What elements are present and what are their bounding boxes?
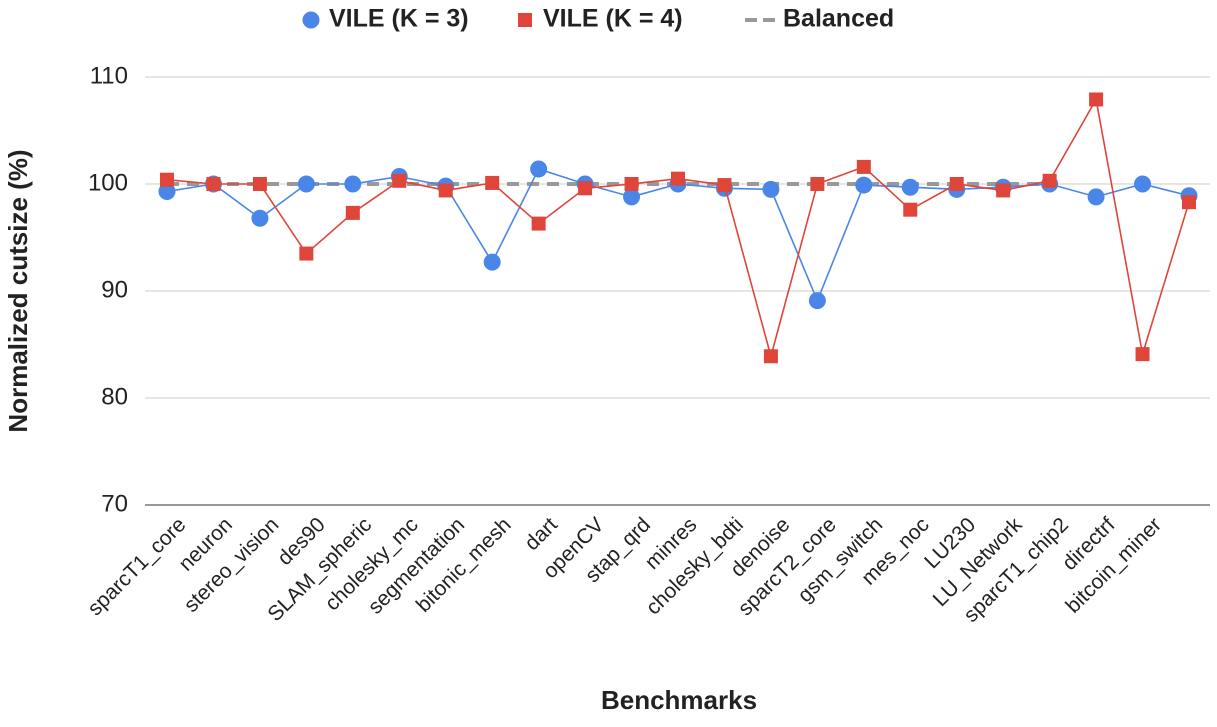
point xyxy=(1087,188,1105,206)
legend-marker xyxy=(302,11,320,29)
point xyxy=(808,292,826,310)
legend-label: VILE (K = 4) xyxy=(543,5,683,33)
point xyxy=(623,188,641,206)
y-tick-label: 110 xyxy=(90,62,128,89)
point xyxy=(438,183,453,198)
legend-label: Balanced xyxy=(783,5,894,33)
x-tick-label: sparcT1_core xyxy=(83,513,190,620)
series-line xyxy=(166,97,1190,360)
y-tick-label: 80 xyxy=(101,383,128,410)
point xyxy=(762,180,780,198)
point xyxy=(810,177,825,191)
point xyxy=(1134,175,1152,193)
point xyxy=(1042,173,1057,188)
point xyxy=(483,253,501,271)
y-tick-label: 70 xyxy=(101,490,128,517)
point xyxy=(671,171,685,186)
point xyxy=(996,183,1011,198)
point xyxy=(578,181,593,196)
point xyxy=(856,159,871,174)
point xyxy=(158,182,176,200)
y-tick-label: 100 xyxy=(88,169,128,196)
point xyxy=(299,246,314,261)
point xyxy=(530,160,548,178)
point xyxy=(344,175,362,193)
point xyxy=(763,349,778,364)
point xyxy=(903,202,918,217)
point xyxy=(1135,347,1150,362)
point xyxy=(345,205,360,220)
point xyxy=(252,177,267,191)
point xyxy=(949,177,964,191)
legend-marker xyxy=(518,13,532,27)
point xyxy=(297,175,315,193)
point xyxy=(624,177,639,191)
point xyxy=(531,216,546,231)
legend-label: VILE (K = 3) xyxy=(329,5,469,33)
point xyxy=(901,178,919,196)
y-axis-title: Normalized cutsize (%) xyxy=(3,149,33,432)
point xyxy=(251,209,269,227)
point xyxy=(1089,92,1104,107)
point xyxy=(485,175,500,190)
point xyxy=(855,176,873,194)
point xyxy=(392,173,407,188)
x-axis-title: Benchmarks xyxy=(601,685,757,715)
point xyxy=(1182,195,1196,210)
point xyxy=(717,178,732,193)
point xyxy=(206,177,221,191)
y-tick-label: 90 xyxy=(101,276,128,303)
point xyxy=(160,172,174,187)
